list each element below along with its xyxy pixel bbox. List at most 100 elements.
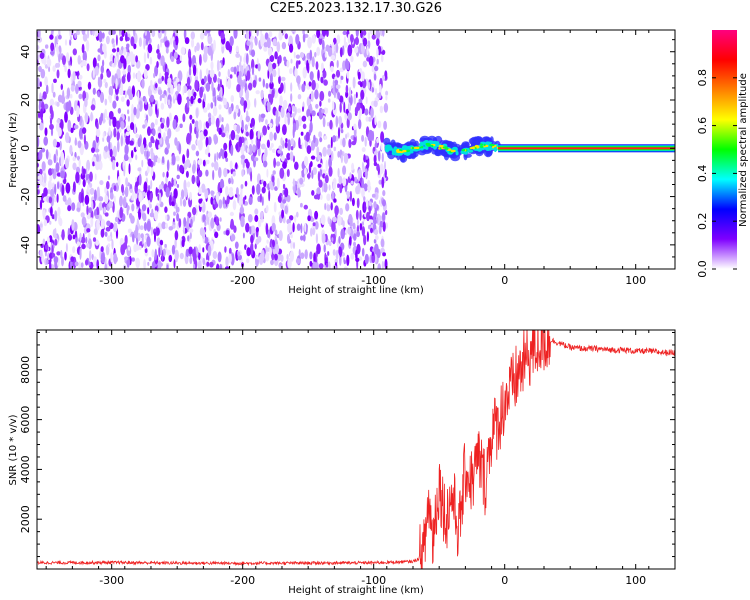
noise-speck — [316, 187, 321, 195]
noise-speck — [282, 183, 286, 190]
noise-speck — [224, 246, 227, 253]
noise-speck — [297, 187, 301, 198]
noise-speck — [44, 251, 47, 257]
noise-speck — [309, 260, 313, 267]
noise-speck — [302, 234, 306, 242]
noise-speck — [345, 228, 348, 236]
noise-speck — [367, 81, 371, 90]
tone-blob — [474, 147, 477, 150]
noise-speck — [89, 182, 93, 188]
noise-speck — [251, 138, 254, 145]
noise-speck — [176, 174, 180, 180]
noise-speck — [146, 220, 151, 232]
noise-speck — [265, 119, 268, 125]
noise-speck — [150, 136, 155, 143]
noise-speck — [42, 238, 46, 246]
noise-speck — [322, 117, 326, 128]
noise-speck — [76, 207, 81, 212]
noise-speck — [203, 31, 208, 36]
tone-blob — [474, 144, 479, 148]
noise-speck — [84, 112, 89, 124]
spectrogram-frame — [36, 29, 676, 270]
noise-speck — [286, 169, 290, 177]
noise-speck — [189, 191, 193, 201]
noise-speck — [256, 183, 261, 195]
noise-speck — [81, 30, 86, 36]
noise-speck — [149, 56, 153, 65]
noise-speck — [274, 51, 278, 60]
spectrogram-y-tick-label: -40 — [19, 236, 32, 254]
noise-speck — [290, 82, 293, 92]
noise-speck — [51, 30, 54, 36]
noise-speck — [219, 263, 223, 269]
noise-speck — [122, 196, 127, 208]
noise-speck — [85, 236, 88, 244]
noise-speck — [104, 263, 108, 269]
noise-speck — [274, 253, 278, 261]
noise-speck — [325, 262, 329, 268]
noise-speck — [106, 116, 111, 121]
noise-speck — [87, 232, 91, 240]
noise-speck — [197, 260, 202, 269]
noise-speck — [164, 206, 168, 213]
snr-y-tick-label: 6000 — [19, 406, 32, 434]
noise-speck — [108, 200, 113, 209]
noise-speck — [345, 58, 349, 70]
noise-speck — [85, 39, 90, 52]
noise-speck — [174, 238, 177, 249]
noise-speck — [250, 49, 256, 57]
noise-speck — [252, 144, 256, 153]
noise-speck — [151, 30, 156, 38]
noise-speck — [43, 187, 48, 197]
noise-speck — [290, 146, 294, 151]
noise-speck — [168, 226, 174, 231]
noise-speck — [353, 233, 357, 241]
noise-speck — [154, 210, 158, 221]
noise-speck — [50, 42, 55, 52]
noise-speck — [137, 232, 141, 242]
noise-speck — [66, 87, 71, 99]
noise-speck — [127, 55, 132, 63]
noise-speck — [120, 120, 125, 130]
noise-speck — [95, 128, 101, 138]
noise-speck — [176, 83, 181, 93]
noise-speck — [61, 153, 65, 164]
noise-speck — [241, 169, 245, 177]
noise-speck — [97, 90, 100, 97]
spectrogram-y-ticks: -40 -20 0 20 40 — [19, 39, 675, 270]
noise-speck — [337, 92, 341, 100]
noise-speck — [225, 256, 229, 268]
noise-speck — [130, 122, 135, 131]
spectrogram-y-tick-label: 20 — [19, 93, 32, 107]
noise-speck — [115, 78, 118, 90]
noise-speck — [242, 196, 246, 205]
noise-speck — [197, 170, 203, 178]
noise-speck — [290, 240, 293, 249]
noise-speck — [244, 244, 247, 251]
noise-speck — [339, 183, 343, 194]
noise-speck — [212, 251, 218, 259]
noise-speck — [106, 135, 111, 143]
noise-speck — [321, 39, 325, 50]
noise-speck — [141, 204, 147, 212]
noise-speck — [179, 252, 184, 260]
noise-speck — [177, 126, 180, 132]
noise-speck — [207, 211, 213, 218]
noise-speck — [120, 96, 125, 102]
noise-speck — [207, 35, 213, 45]
noise-speck — [348, 141, 351, 147]
noise-speck — [361, 187, 365, 198]
noise-speck — [277, 149, 282, 154]
noise-speck — [128, 156, 132, 163]
noise-speck — [365, 96, 368, 105]
noise-speck — [39, 168, 43, 175]
noise-speck — [203, 236, 209, 244]
noise-speck — [143, 101, 149, 111]
snr-frame — [36, 329, 676, 570]
noise-speck — [303, 167, 307, 176]
noise-speck — [49, 117, 53, 126]
noise-speck — [46, 236, 50, 244]
noise-speck — [245, 115, 251, 123]
noise-speck — [85, 174, 89, 181]
